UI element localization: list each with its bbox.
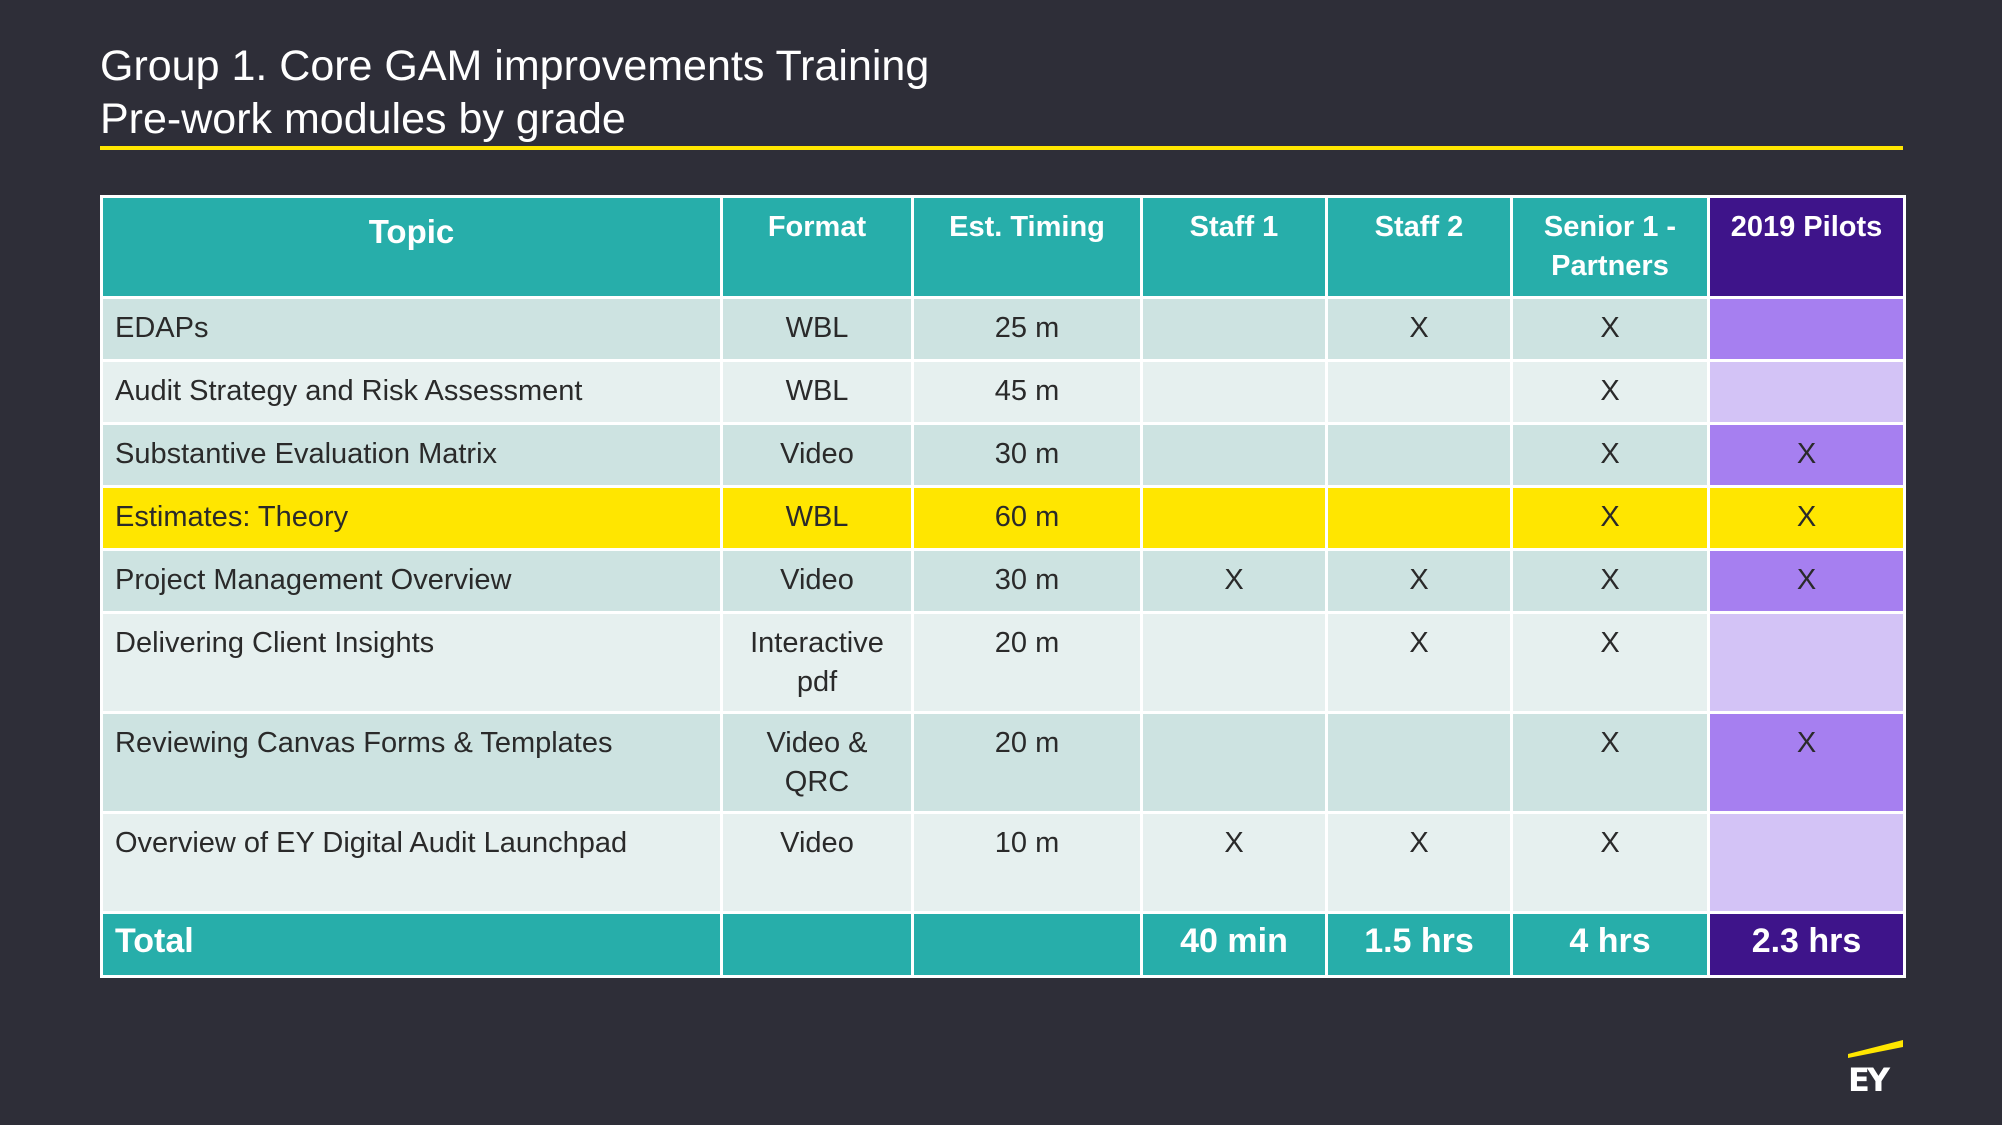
total-staff-2: 1.5 hrs — [1325, 911, 1513, 978]
cell-format: Video & QRC — [720, 711, 914, 814]
total-staff-1: 40 min — [1140, 911, 1328, 978]
cell-format: Interactive pdf — [720, 611, 914, 714]
total-label: Total — [100, 911, 723, 978]
header-senior-partners: Senior 1 - Partners — [1510, 195, 1710, 299]
cell-pilots — [1707, 611, 1906, 714]
slide-title: Group 1. Core GAM improvements Training … — [100, 40, 929, 146]
slide-title-line-2: Pre-work modules by grade — [100, 95, 626, 143]
cell-staff-1 — [1140, 711, 1328, 814]
header-staff-1: Staff 1 — [1140, 195, 1328, 299]
cell-staff-1 — [1140, 359, 1328, 425]
cell-senior: X — [1510, 296, 1710, 362]
table-row: EDAPs WBL 25 m X X — [100, 296, 1906, 362]
slide-title-line-1: Group 1. Core GAM improvements Training — [100, 42, 930, 90]
cell-staff-2: X — [1325, 548, 1513, 614]
cell-topic: Reviewing Canvas Forms & Templates — [100, 711, 723, 814]
header-timing: Est. Timing — [911, 195, 1143, 299]
cell-timing: 45 m — [911, 359, 1143, 425]
cell-staff-1 — [1140, 422, 1328, 488]
cell-staff-2: X — [1325, 611, 1513, 714]
cell-senior: X — [1510, 359, 1710, 425]
cell-timing: 20 m — [911, 611, 1143, 714]
cell-timing: 30 m — [911, 422, 1143, 488]
table-row: Reviewing Canvas Forms & Templates Video… — [100, 711, 1906, 814]
cell-pilots: X — [1707, 548, 1906, 614]
table-row: Delivering Client Insights Interactive p… — [100, 611, 1906, 714]
cell-format: WBL — [720, 485, 914, 551]
title-underline — [100, 146, 1903, 150]
cell-pilots — [1707, 296, 1906, 362]
cell-timing: 10 m — [911, 811, 1143, 914]
cell-format: Video — [720, 548, 914, 614]
cell-timing: 60 m — [911, 485, 1143, 551]
cell-pilots: X — [1707, 711, 1906, 814]
header-staff-2: Staff 2 — [1325, 195, 1513, 299]
header-format: Format — [720, 195, 914, 299]
cell-staff-1 — [1140, 611, 1328, 714]
header-topic: Topic — [100, 195, 723, 299]
cell-staff-2 — [1325, 422, 1513, 488]
cell-staff-2: X — [1325, 811, 1513, 914]
cell-staff-1 — [1140, 485, 1328, 551]
cell-topic: Delivering Client Insights — [100, 611, 723, 714]
total-senior: 4 hrs — [1510, 911, 1710, 978]
cell-staff-2 — [1325, 711, 1513, 814]
cell-senior: X — [1510, 611, 1710, 714]
cell-senior: X — [1510, 711, 1710, 814]
cell-senior: X — [1510, 548, 1710, 614]
cell-staff-1: X — [1140, 548, 1328, 614]
modules-table: Topic Format Est. Timing Staff 1 Staff 2… — [100, 195, 1906, 978]
ey-logo: EY — [1848, 1040, 1903, 1096]
cell-staff-2 — [1325, 485, 1513, 551]
cell-timing: 20 m — [911, 711, 1143, 814]
cell-topic: Audit Strategy and Risk Assessment — [100, 359, 723, 425]
table-total-row: Total 40 min 1.5 hrs 4 hrs 2.3 hrs — [100, 911, 1906, 978]
cell-topic: Overview of EY Digital Audit Launchpad — [100, 811, 723, 914]
cell-timing: 30 m — [911, 548, 1143, 614]
cell-timing: 25 m — [911, 296, 1143, 362]
table-row: Project Management Overview Video 30 m X… — [100, 548, 1906, 614]
cell-topic: Estimates: Theory — [100, 485, 723, 551]
cell-topic: Substantive Evaluation Matrix — [100, 422, 723, 488]
total-timing — [911, 911, 1143, 978]
cell-pilots: X — [1707, 422, 1906, 488]
cell-pilots — [1707, 359, 1906, 425]
total-pilots: 2.3 hrs — [1707, 911, 1906, 978]
table-row: Overview of EY Digital Audit Launchpad V… — [100, 811, 1906, 914]
ey-logo-text: EY — [1848, 1061, 1890, 1099]
cell-senior: X — [1510, 485, 1710, 551]
cell-topic: EDAPs — [100, 296, 723, 362]
cell-format: WBL — [720, 296, 914, 362]
cell-staff-1: X — [1140, 811, 1328, 914]
cell-format: WBL — [720, 359, 914, 425]
ey-logo-beam-icon — [1848, 1040, 1903, 1058]
table-row: Audit Strategy and Risk Assessment WBL 4… — [100, 359, 1906, 425]
cell-pilots: X — [1707, 485, 1906, 551]
cell-senior: X — [1510, 811, 1710, 914]
cell-topic: Project Management Overview — [100, 548, 723, 614]
table-row-highlighted: Estimates: Theory WBL 60 m X X — [100, 485, 1906, 551]
total-format — [720, 911, 914, 978]
table-header-row: Topic Format Est. Timing Staff 1 Staff 2… — [100, 195, 1906, 299]
header-2019-pilots: 2019 Pilots — [1707, 195, 1906, 299]
cell-staff-2 — [1325, 359, 1513, 425]
cell-pilots — [1707, 811, 1906, 914]
cell-senior: X — [1510, 422, 1710, 488]
cell-staff-2: X — [1325, 296, 1513, 362]
cell-format: Video — [720, 811, 914, 914]
cell-staff-1 — [1140, 296, 1328, 362]
cell-format: Video — [720, 422, 914, 488]
table-row: Substantive Evaluation Matrix Video 30 m… — [100, 422, 1906, 488]
